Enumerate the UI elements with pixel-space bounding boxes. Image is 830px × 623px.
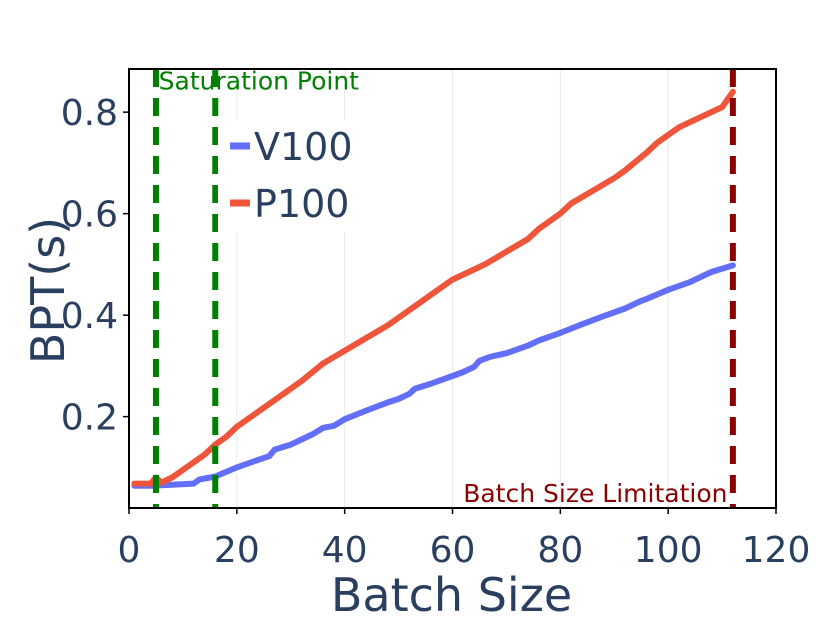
x-tick-label: 80	[537, 530, 583, 571]
y-tick-label: 0.2	[61, 398, 118, 439]
legend-background	[218, 120, 368, 232]
legend-label-v100: V100	[254, 125, 353, 169]
x-tick-label: 60	[430, 530, 476, 571]
y-axis-title: BPT(s)	[21, 217, 75, 364]
x-tick-label: 120	[742, 530, 811, 571]
y-tick-label: 0.4	[61, 296, 118, 337]
x-tick-label: 40	[322, 530, 368, 571]
series-lines	[131, 88, 736, 489]
annotations: Saturation Point Batch Size Limitation	[159, 66, 728, 508]
y-tick-label: 0.6	[61, 195, 118, 236]
annotation-1: Saturation Point	[159, 66, 360, 95]
reference-lines	[152, 69, 736, 508]
legend: V100 P100	[218, 120, 368, 232]
series-line-p100	[131, 88, 736, 487]
x-tick-label: 0	[118, 530, 141, 571]
x-tick-label: 100	[634, 530, 703, 571]
x-tick-label: 20	[214, 530, 260, 571]
legend-label-p100: P100	[254, 182, 349, 226]
axis-ticks: 0 20 40 60 80 100 120 0.2 0.4 0.6 0.8	[61, 93, 811, 571]
y-tick-label: 0.8	[61, 93, 118, 134]
annotation-2: Batch Size Limitation	[463, 479, 727, 508]
x-axis-title: Batch Size	[331, 568, 572, 622]
series-line-v100	[131, 262, 736, 489]
